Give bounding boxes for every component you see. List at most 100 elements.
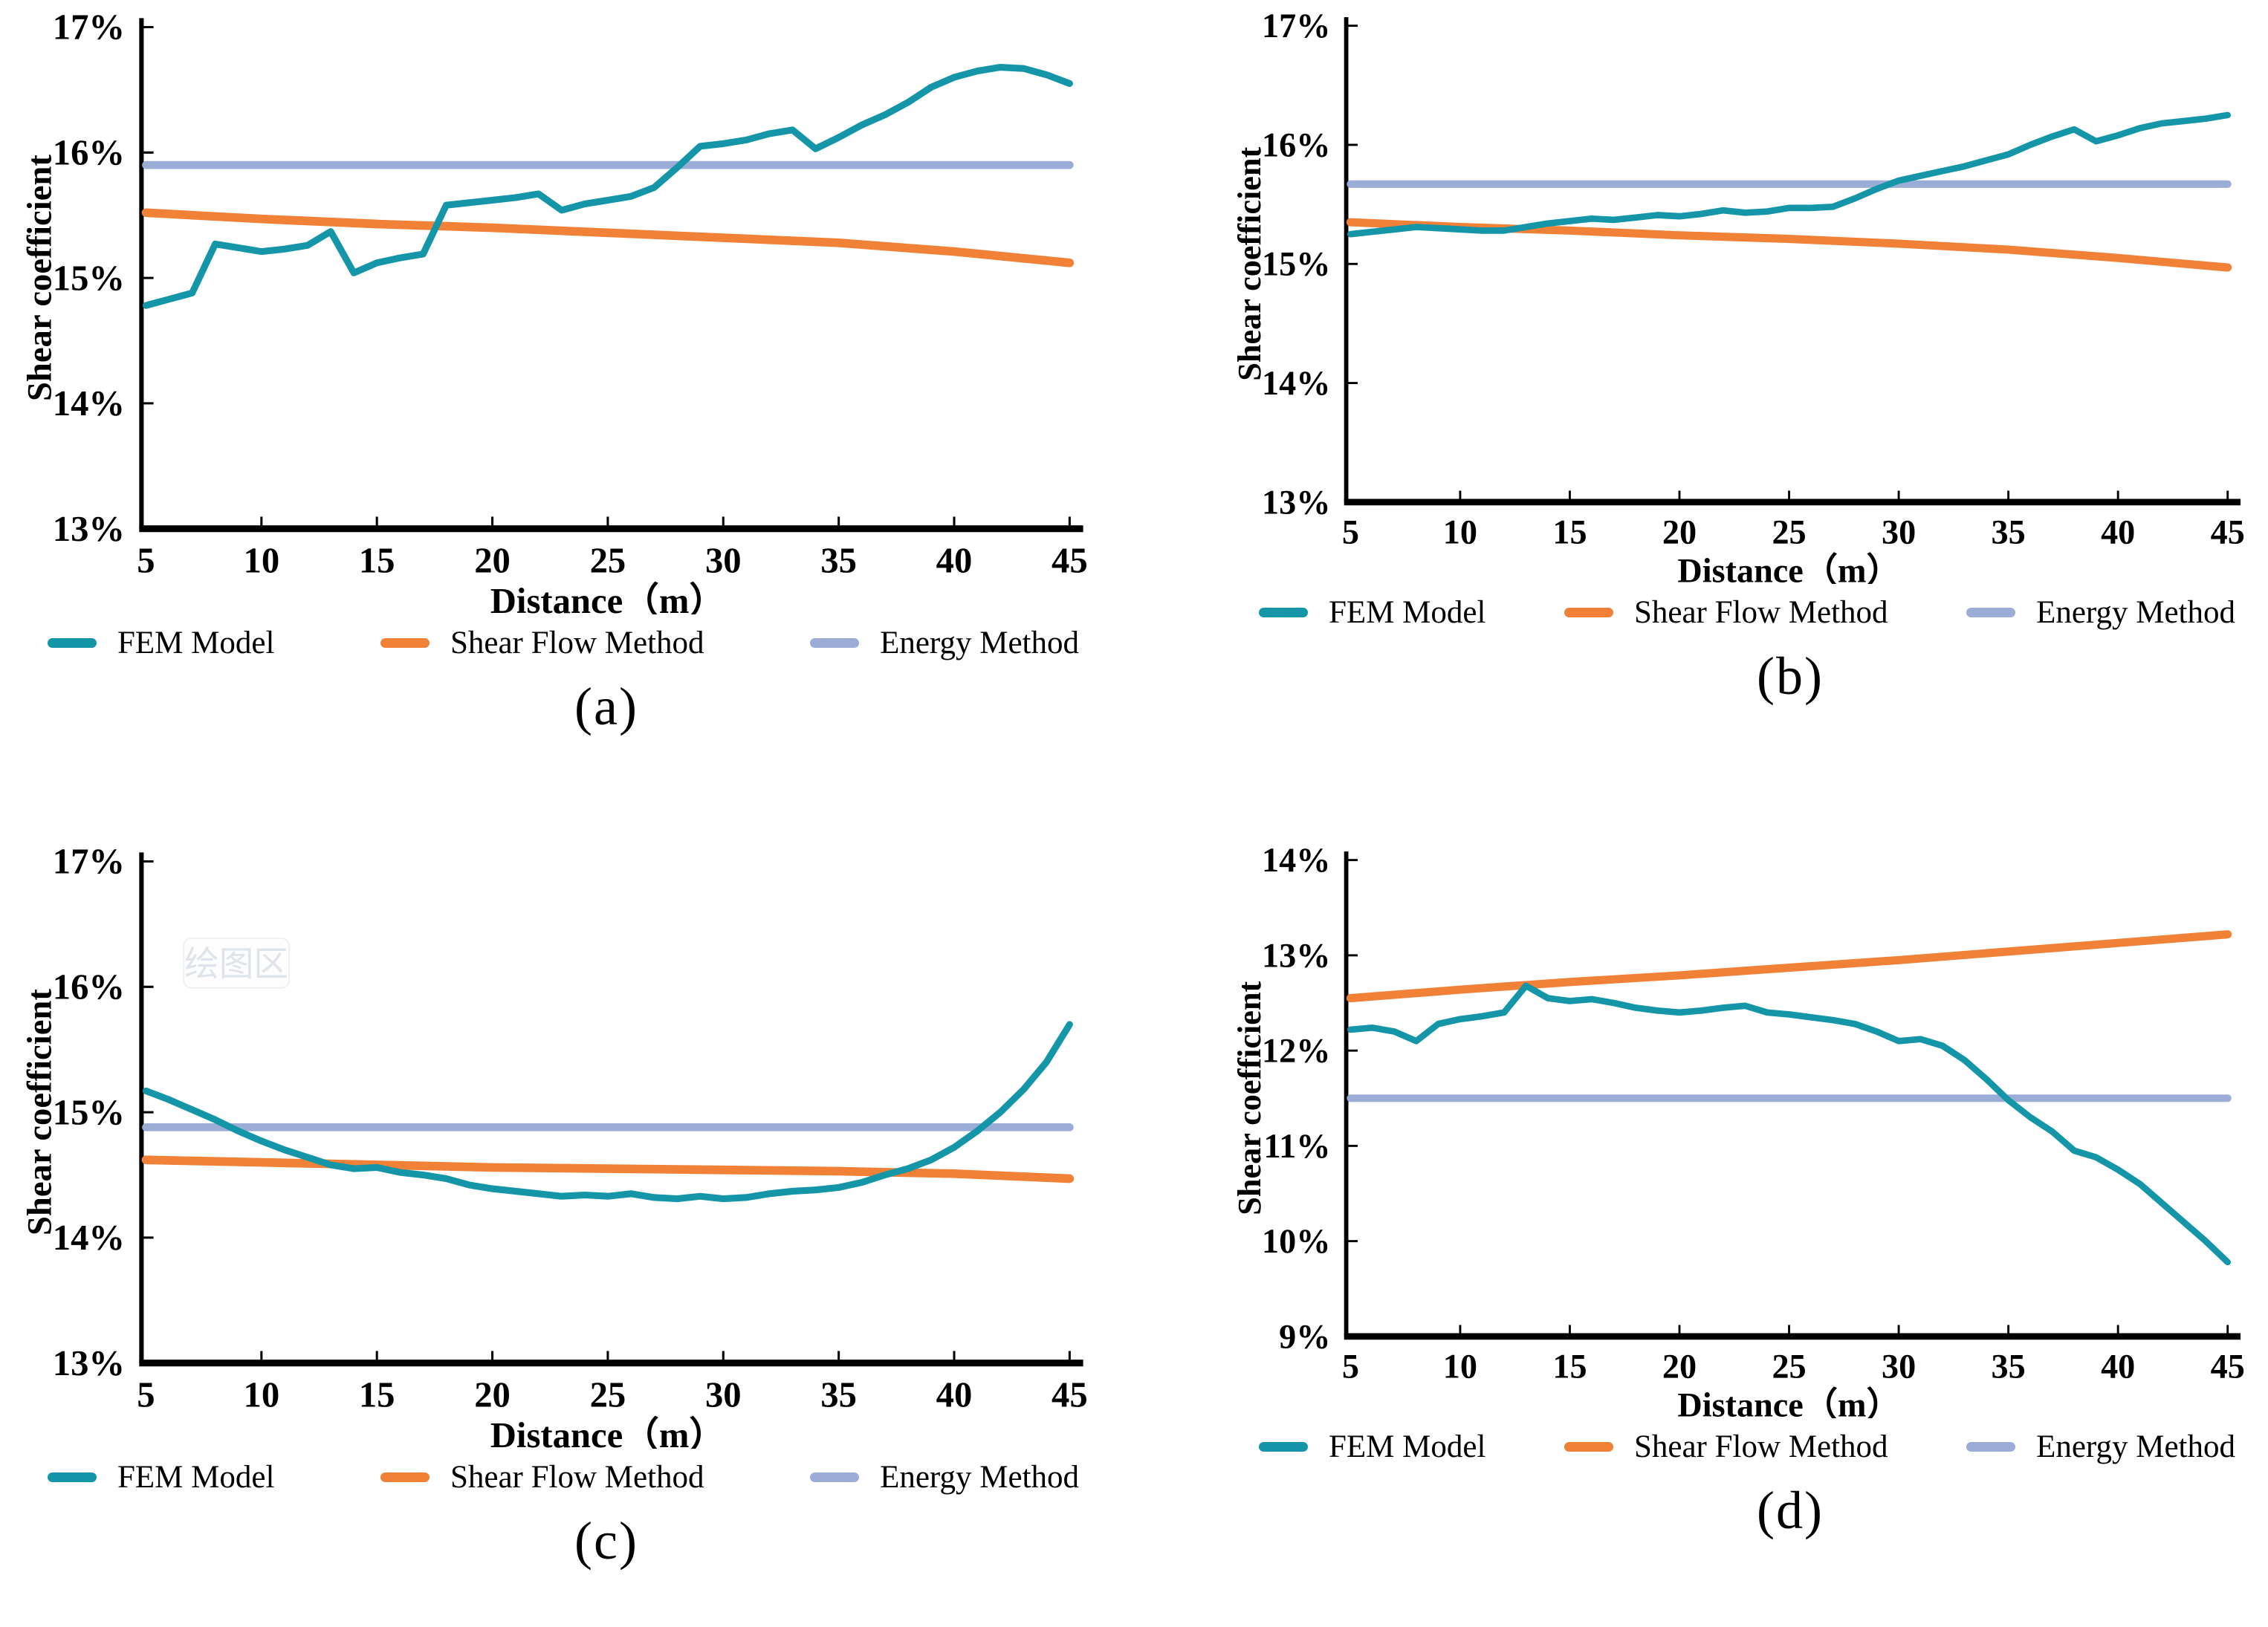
legend-item: Shear Flow Method xyxy=(1564,1429,1888,1465)
y-axis-title: Shear coefficient xyxy=(1231,146,1268,380)
y-axis-title: Shear coefficient xyxy=(1231,981,1268,1215)
energy-legend-swatch-icon xyxy=(1966,1441,2016,1452)
x-tick-label: 15 xyxy=(1552,1348,1587,1386)
y-axis-title: Shear coefficient xyxy=(21,155,59,401)
x-tick-label: 20 xyxy=(1662,1348,1697,1386)
x-tick-label: 25 xyxy=(590,540,626,580)
y-tick-label: 16% xyxy=(1262,126,1330,163)
legend-item: Shear Flow Method xyxy=(1564,594,1888,631)
x-tick-label: 35 xyxy=(820,1374,857,1415)
y-tick-label: 13% xyxy=(53,1343,125,1383)
y-tick-label: 9% xyxy=(1279,1317,1330,1355)
legend-label: Energy Method xyxy=(2036,1429,2235,1464)
shear_flow-legend-swatch-icon xyxy=(1564,607,1613,617)
legend-label: Shear Flow Method xyxy=(450,626,704,661)
shear_flow-line xyxy=(141,1155,1075,1183)
x-tick-label: 10 xyxy=(1443,1348,1477,1386)
x-tick-label: 10 xyxy=(1443,513,1477,551)
y-tick-label: 16% xyxy=(53,967,125,1007)
x-tick-label: 40 xyxy=(936,1374,973,1415)
legend-label: Shear Flow Method xyxy=(1633,594,1888,630)
legend-item: Energy Method xyxy=(810,1459,1079,1496)
caption-c: (c) xyxy=(574,1511,638,1571)
legend-label: FEM Model xyxy=(1329,1429,1486,1464)
x-tick-label: 30 xyxy=(1882,1348,1916,1386)
fem-line xyxy=(142,1021,1073,1203)
y-tick-label: 17% xyxy=(1262,7,1330,45)
panel-c: 绘图区 17% 16% 15% 14% 13% 5 10 15 20 25 30 35 40 45 Dista… xyxy=(0,814,1134,1627)
shear_flow-legend-swatch-icon xyxy=(1564,1441,1613,1452)
x-tick-label: 20 xyxy=(474,540,511,580)
shear_flow-legend-swatch-icon xyxy=(380,1472,430,1483)
legend-label: Energy Method xyxy=(2036,594,2235,630)
fem-line xyxy=(1347,111,2232,238)
y-tick-label: 17% xyxy=(53,842,125,882)
y-tick-label: 17% xyxy=(53,7,125,48)
caption-d: (d) xyxy=(1757,1480,1824,1540)
fem-legend-swatch-icon xyxy=(1259,607,1308,617)
legend-item: FEM Model xyxy=(1259,1429,1485,1465)
y-tick-label: 15% xyxy=(1262,245,1330,283)
x-tick-label: 5 xyxy=(1342,513,1359,551)
fem-line xyxy=(1347,982,2232,1266)
x-tick-label: 25 xyxy=(1772,1348,1806,1386)
legend-b: FEM Model Shear Flow Method Energy Method xyxy=(1223,594,2261,631)
chart-a: 17% 16% 15% 14% 13% 5 10 15 20 25 30 35 40 45 Distance… xyxy=(21,7,1088,615)
panel-a: 17% 16% 15% 14% 13% 5 10 15 20 25 30 35 40 45 Distance… xyxy=(0,0,1134,814)
legend-item: FEM Model xyxy=(48,625,274,661)
y-tick-label: 13% xyxy=(53,509,125,549)
caption-a: (a) xyxy=(574,677,638,737)
legend-label: Shear Flow Method xyxy=(450,1460,704,1496)
fem-line xyxy=(142,63,1073,309)
x-tick-label: 15 xyxy=(1552,513,1587,551)
panel-d: 14% 13% 12% 11% 10% 9% 5 10 15 20 25 30 35 40 45 Distan… xyxy=(1134,814,2268,1627)
x-tick-label: 5 xyxy=(1342,1348,1359,1386)
x-tick-label: 45 xyxy=(2211,1348,2245,1386)
x-tick-label: 35 xyxy=(1992,513,2026,551)
y-tick-label: 14% xyxy=(53,383,125,423)
x-tick-label: 40 xyxy=(936,540,973,580)
legend-item: FEM Model xyxy=(48,1459,274,1496)
x-tick-label: 45 xyxy=(1052,1374,1088,1415)
legend-item: Energy Method xyxy=(1966,1429,2235,1465)
chart-d: 14% 13% 12% 11% 10% 9% 5 10 15 20 25 30 35 40 45 Distan… xyxy=(1231,841,2245,1418)
x-tick-label: 5 xyxy=(137,1374,155,1415)
x-axis-title: Distance（m） xyxy=(490,1415,725,1449)
x-tick-label: 35 xyxy=(820,540,857,580)
legend-c: FEM Model Shear Flow Method Energy Method xyxy=(12,1459,1104,1496)
shear_flow-line xyxy=(1346,930,2232,1003)
legend-label: Energy Method xyxy=(880,626,1079,661)
y-tick-label: 15% xyxy=(53,258,125,298)
x-axis-title: Distance（m） xyxy=(490,581,725,614)
legend-item: FEM Model xyxy=(1259,594,1485,631)
chart-b: 17% 16% 15% 14% 13% 5 10 15 20 25 30 35 40 45 Distance… xyxy=(1231,7,2245,584)
fem-legend-swatch-icon xyxy=(1259,1441,1308,1452)
x-tick-label: 15 xyxy=(359,1374,395,1415)
legend-a: FEM Model Shear Flow Method Energy Method xyxy=(12,625,1104,661)
y-tick-label: 16% xyxy=(53,133,125,173)
x-tick-label: 45 xyxy=(1052,540,1088,580)
legend-label: Shear Flow Method xyxy=(1633,1429,1888,1464)
fem-legend-swatch-icon xyxy=(48,638,97,649)
x-tick-label: 25 xyxy=(590,1374,626,1415)
shear_flow-legend-swatch-icon xyxy=(380,638,430,649)
legend-item: Shear Flow Method xyxy=(380,1459,704,1496)
x-tick-label: 30 xyxy=(705,540,742,580)
energy-legend-swatch-icon xyxy=(1966,607,2016,617)
legend-item: Shear Flow Method xyxy=(380,625,704,661)
legend-label: FEM Model xyxy=(117,626,275,661)
panel-b: 17% 16% 15% 14% 13% 5 10 15 20 25 30 35 40 45 Distance… xyxy=(1134,0,2268,814)
fem-legend-swatch-icon xyxy=(48,1472,97,1483)
y-tick-label: 12% xyxy=(1262,1032,1330,1070)
x-tick-label: 30 xyxy=(1882,513,1916,551)
y-tick-label: 14% xyxy=(1262,841,1330,879)
x-tick-label: 40 xyxy=(2101,513,2135,551)
y-tick-label: 15% xyxy=(53,1092,125,1132)
watermark-box xyxy=(183,937,291,989)
x-tick-label: 30 xyxy=(705,1374,742,1415)
y-tick-label: 11% xyxy=(1264,1127,1331,1165)
x-tick-label: 15 xyxy=(359,540,395,580)
legend-d: FEM Model Shear Flow Method Energy Method xyxy=(1223,1429,2261,1465)
